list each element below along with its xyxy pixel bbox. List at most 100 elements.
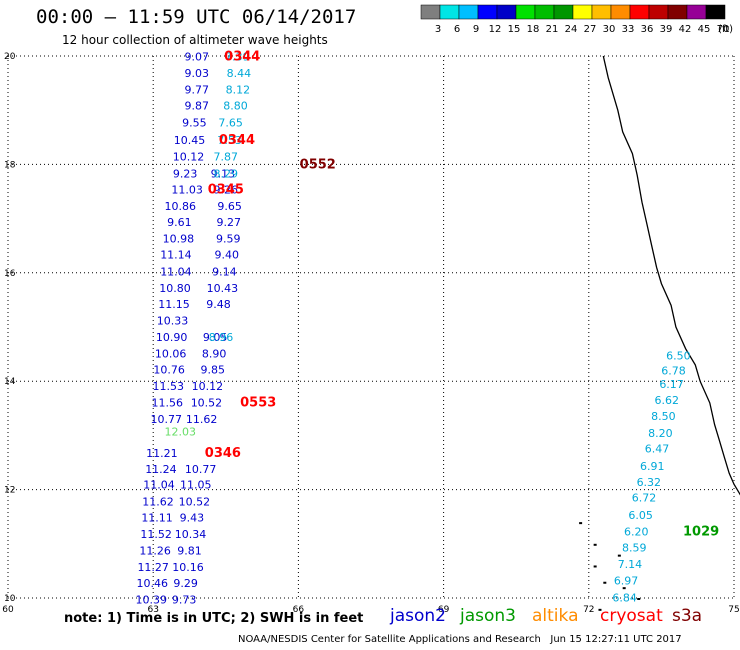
jason2-swh-label: 9.13: [211, 167, 236, 180]
jason2-swh-label: 9.03: [185, 67, 210, 80]
lat-tick-label: 16: [4, 269, 16, 279]
swh-label-coastal: 6.84: [612, 591, 637, 604]
jason2-swh-label: 9.73: [172, 593, 197, 606]
jason2-swh-label: 11.62: [142, 495, 174, 508]
jason2-swh-label: 11.04: [160, 266, 192, 279]
swh-label-coastal: 6.17: [659, 378, 684, 391]
jason2-swh-label: 11.14: [160, 249, 192, 262]
colorbar-unit: (ft): [718, 24, 733, 35]
jason2-swh-label: 11.11: [141, 512, 173, 525]
colorbar-label: 36: [641, 24, 654, 35]
lon-tick-label: 69: [438, 605, 450, 615]
jason2-swh-label: 9.05: [203, 331, 228, 344]
lat-lon-grid: [7, 55, 735, 599]
jason2-swh-label: 10.52: [191, 397, 223, 410]
jason2-swh-label: 10.39: [136, 593, 168, 606]
india-coast-line: [602, 55, 740, 496]
swh-label-coastal: 6.72: [632, 492, 657, 505]
color-swatch: [572, 4, 593, 20]
jason2-swh-label: 9.26: [214, 184, 239, 197]
wave-height-labels: 9.07 9.03 9.77 9.87 9.55 10.45 10.12 9.23 11.03 1…: [136, 49, 720, 606]
jason2-swh-label: 9.40: [215, 249, 240, 262]
page-title: 00:00 – 11:59 UTC 06/14/2017: [36, 6, 357, 28]
swh-label-cyan: 7.53: [217, 134, 242, 147]
island-mark: [579, 522, 583, 525]
jason2-swh-label: 10.76: [153, 364, 185, 377]
swh-label-cyan: 7.39: [225, 50, 250, 63]
jason2-swh-label: 10.46: [136, 577, 168, 590]
jason2-swh-label: 11.03: [171, 184, 203, 197]
jason2-swh-label: 11.53: [152, 380, 184, 393]
jason2-swh-label: 11.27: [137, 561, 169, 574]
jason2-swh-label: 9.27: [216, 216, 241, 229]
color-swatch: [534, 4, 555, 20]
swh-label-cyan: 8.80: [223, 100, 248, 113]
note-text: note: 1) Time is in UTC; 2) SWH is in fe…: [64, 611, 364, 626]
jason2-swh-label: 11.05: [180, 479, 212, 492]
lon-tick-label: 60: [2, 605, 14, 615]
jason2-swh-label: 10.80: [159, 282, 191, 295]
jason2-swh-label: 10.52: [179, 495, 211, 508]
colorbar-label: 30: [603, 24, 616, 35]
island-mark: [598, 608, 602, 611]
color-swatch: [705, 4, 726, 20]
jason2-swh-label: 9.87: [185, 100, 210, 113]
jason2-swh-label: 10.34: [175, 528, 207, 541]
satellite-legend-s3a: s3a: [672, 606, 703, 626]
satellite-legend-altika: altika: [532, 606, 579, 626]
jason2-swh-label: 9.77: [185, 83, 210, 96]
jason2-swh-label: 9.55: [182, 116, 207, 129]
color-swatch: [477, 4, 498, 20]
swh-label-coastal: 6.97: [614, 574, 639, 587]
swh-label-coastal: 6.05: [628, 509, 653, 522]
jason2-swh-label: 9.85: [200, 364, 225, 377]
lon-tick-label: 66: [293, 605, 305, 615]
jason2-swh-label: 10.90: [156, 331, 188, 344]
jason3-swh-label: 12.03: [165, 425, 197, 438]
swh-label-coastal: 6.20: [624, 526, 649, 539]
satellite-legend-jason2: jason2: [390, 606, 446, 626]
lon-tick-label: 72: [583, 605, 594, 615]
jason2-swh-label: 9.43: [180, 512, 205, 525]
jason2-swh-label: 9.29: [173, 577, 198, 590]
jason2-swh-label: 10.77: [151, 413, 183, 426]
swh-label-coastal: 8.20: [648, 427, 673, 440]
s3a-time-label: 0552: [300, 158, 336, 173]
jason2-swh-label: 9.65: [217, 200, 242, 213]
colorbar-label: 6: [454, 24, 460, 35]
jason2-swh-label: 10.77: [185, 463, 217, 476]
satellite-legend-cryosat: cryosat: [600, 606, 663, 626]
color-swatch: [458, 4, 479, 20]
color-swatch: [496, 4, 517, 20]
island-mark: [622, 587, 626, 590]
colorbar-label: 45: [698, 24, 711, 35]
footer-credit: NOAA/NESDIS Center for Satellite Applica…: [238, 634, 682, 645]
jason2-swh-label: 10.86: [165, 200, 197, 213]
swh-label-coastal: 7.14: [618, 558, 643, 571]
colorbar-label: 39: [660, 24, 673, 35]
color-swatch: [667, 4, 688, 20]
lon-tick-label: 75: [728, 605, 739, 615]
swh-label-cyan: 7.65: [218, 116, 243, 129]
swh-label-cyan: 7.87: [214, 151, 239, 164]
cryosat-time-label: 0346: [205, 446, 241, 461]
jason2-swh-label: 11.21: [146, 447, 178, 460]
colorbar-label: 24: [565, 24, 578, 35]
color-swatch: [648, 4, 669, 20]
colorbar-label: 70: [717, 24, 730, 35]
colorbar-label: 42: [679, 24, 692, 35]
jason2-swh-label: 10.33: [157, 314, 189, 327]
jason2-swh-label: 10.06: [155, 347, 187, 360]
color-swatch: [515, 4, 536, 20]
cryosat-time-label: 0345: [208, 183, 244, 198]
jason2-swh-label: 11.24: [145, 463, 177, 476]
swh-label-coastal: 8.50: [651, 410, 676, 423]
page-subtitle: 12 hour collection of altimeter wave hei…: [62, 33, 328, 47]
lat-tick-label: 14: [4, 377, 16, 387]
jason2-swh-label: 11.15: [158, 298, 190, 311]
color-swatch: [553, 4, 574, 20]
swh-label-cyan: 8.44: [227, 67, 252, 80]
color-scale-bar: 3 6 9 12 15 18 21 24 27 30 33 36 39 42 45 70(ft): [420, 4, 733, 35]
axis-ticks: 60 63 66 69 72 75 10 12 14 16 18 20: [2, 52, 739, 615]
color-swatch: [439, 4, 460, 20]
